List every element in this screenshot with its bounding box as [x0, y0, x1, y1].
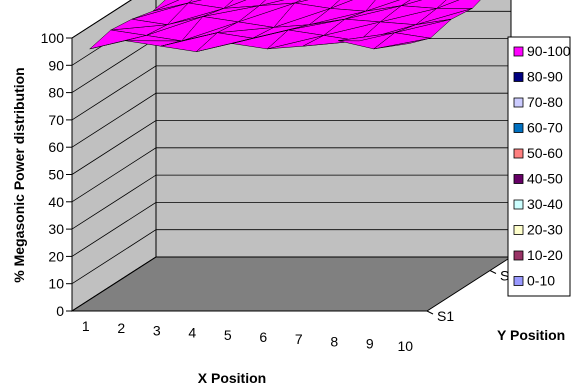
surface-facet [302, 35, 360, 47]
chart-walls [70, 0, 513, 312]
legend-swatch [513, 97, 524, 108]
legend-label: 70-80 [527, 94, 563, 110]
x-tick-label: 10 [397, 338, 413, 354]
surface-facet [288, 18, 346, 31]
x-tick-label: 6 [259, 329, 267, 345]
gridline [71, 0, 132, 39]
legend-label: 40-50 [527, 171, 563, 187]
gridline [71, 147, 511, 203]
x-axis-ticks: 1 2 3 4 5 6 7 8 9 10 [82, 318, 413, 354]
surface-facet [344, 5, 402, 20]
z-tick-label: 50 [48, 167, 64, 183]
gridline [71, 201, 511, 257]
surface-facet [125, 35, 183, 42]
surface-facet [294, 0, 309, 4]
surface-facet [415, 8, 473, 25]
surface-facet [160, 32, 218, 47]
surface-facet [273, 2, 331, 28]
gridline [71, 229, 511, 285]
z-tick-label: 0 [56, 303, 64, 319]
surface-facet [152, 0, 180, 12]
y-tick-mark [489, 270, 497, 274]
gridline [71, 120, 511, 175]
surface-facet [380, 5, 438, 23]
surface-facet [181, 16, 239, 42]
surface-facet [146, 16, 204, 36]
gridline [71, 174, 511, 230]
surface-facet [259, 0, 285, 6]
surface-facet [373, 32, 431, 50]
x-tick-label: 2 [117, 320, 125, 336]
surface-facet [167, 2, 225, 25]
surface-facet [267, 29, 325, 50]
x-tick-label: 1 [82, 318, 90, 334]
surface-facet [196, 32, 254, 52]
legend-swatch [513, 123, 524, 133]
surface-facet [323, 18, 381, 36]
legend-swatch [513, 199, 524, 210]
x-tick-label: 5 [224, 327, 232, 343]
surface-facet [217, 21, 275, 33]
z-tick-label: 70 [48, 112, 64, 128]
legend-swatch [513, 276, 524, 286]
y-tick-mark [426, 310, 434, 315]
surface-facet [436, 0, 460, 9]
x-axis-title: X Position [198, 370, 266, 386]
surface-facet [401, 0, 423, 6]
surface-facet [309, 8, 367, 25]
z-axis-ticks: 0 10 20 30 40 50 60 70 80 90 100 [41, 30, 72, 319]
surface-facet [188, 0, 202, 4]
gridline [71, 65, 511, 121]
y-axis-title: Y Position [497, 327, 565, 343]
legend-swatch [513, 72, 524, 82]
z-tick-label: 40 [48, 194, 64, 210]
surface-facet [338, 32, 396, 42]
x-tick-label: 9 [366, 336, 374, 352]
legend-swatch [513, 46, 524, 57]
z-tick-label: 30 [48, 221, 64, 237]
surface-facet [223, 0, 247, 9]
x-tick-label: 3 [153, 322, 161, 338]
surface-facet [231, 29, 289, 44]
legend-label: 90-100 [527, 43, 571, 59]
surface-mesh [89, 0, 481, 52]
z-tick-label: 80 [48, 85, 64, 101]
gridline [71, 256, 511, 312]
legend-label: 30-40 [527, 196, 563, 212]
y-tick-label: S1 [437, 308, 454, 324]
legend-label: 20-30 [527, 222, 563, 238]
gridline [71, 92, 511, 148]
legend-swatch [513, 148, 524, 159]
legend-label: 50-60 [527, 145, 563, 161]
z-tick-label: 60 [48, 139, 64, 155]
legend-swatch [513, 174, 524, 184]
legend-label: 0-10 [527, 273, 555, 289]
chart-legend: 90-100 80-90 70-80 60-70 50-60 40-50 30-40 20-3… [507, 36, 571, 297]
z-tick-label: 100 [41, 30, 65, 46]
surface-facet [89, 29, 147, 50]
surface-facet [110, 18, 168, 31]
surface-facet [202, 5, 260, 17]
legend-label: 60-70 [527, 120, 563, 136]
x-tick-label: 4 [188, 325, 196, 341]
z-axis-title: % Megasonic Power distribution [11, 67, 27, 282]
surface-facet [131, 2, 189, 20]
surface-facet [330, 0, 353, 9]
legend-swatch [513, 250, 524, 261]
surface-facet [394, 18, 452, 33]
legend-swatch [513, 225, 524, 235]
legend-label: 80-90 [527, 69, 563, 85]
legend-label: 10-20 [527, 247, 563, 263]
z-tick-label: 20 [48, 248, 64, 264]
x-tick-label: 7 [295, 331, 303, 347]
surface-facet [365, 0, 400, 12]
z-tick-label: 90 [48, 57, 64, 73]
surface-facet [238, 2, 296, 23]
chart-gridlines [71, 0, 511, 312]
x-tick-label: 8 [330, 333, 338, 349]
z-tick-label: 10 [48, 276, 64, 292]
